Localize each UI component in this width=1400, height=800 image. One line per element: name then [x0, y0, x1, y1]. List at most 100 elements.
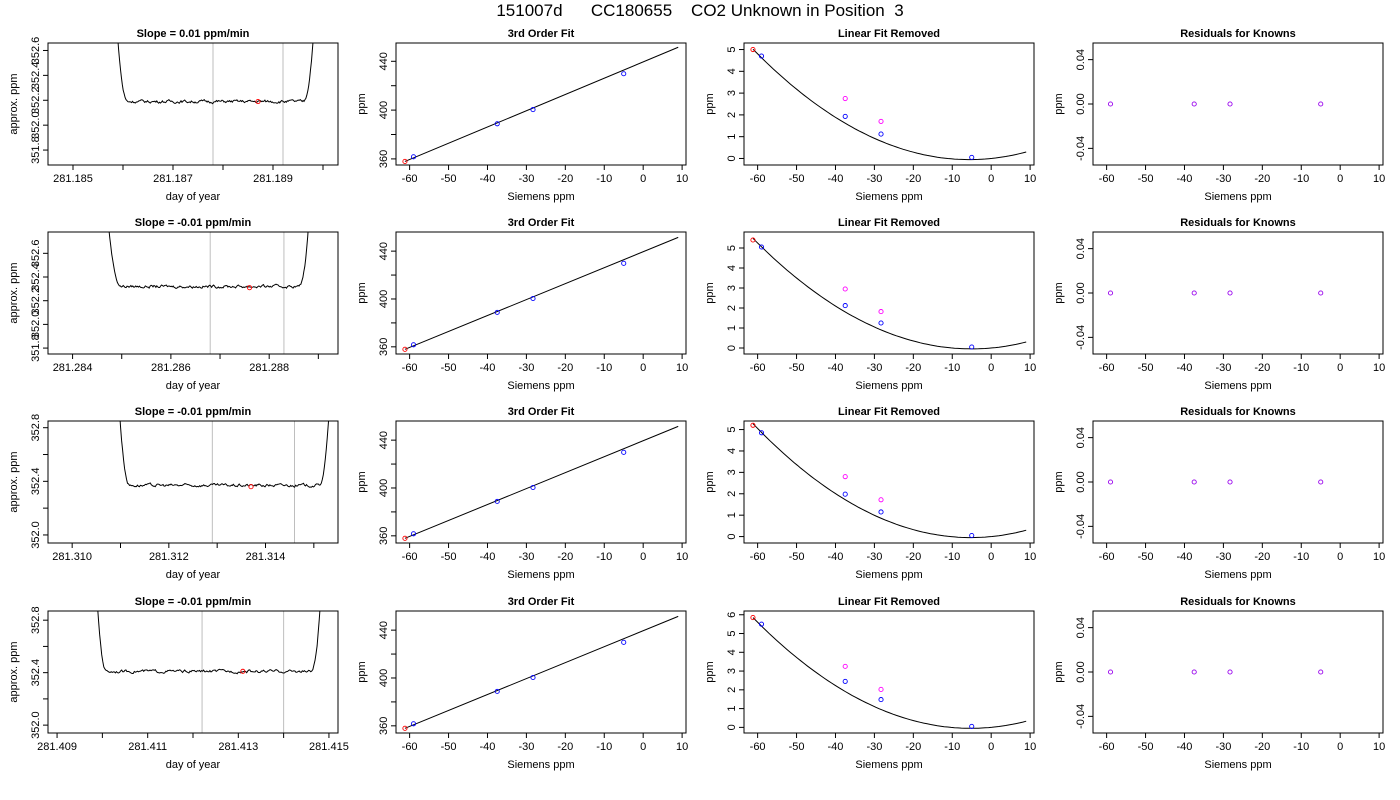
x-tick-label: -50 — [441, 551, 457, 563]
y-tick-label: -0.04 — [1075, 325, 1087, 350]
known-point — [530, 107, 536, 113]
x-tick-label: 10 — [1024, 173, 1036, 185]
known-point — [621, 639, 627, 645]
panel-title: Linear Fit Removed — [838, 596, 940, 608]
known-point — [621, 71, 627, 77]
y-tick-label: 4 — [726, 265, 738, 271]
plot-frame — [395, 231, 687, 355]
y-axis-label: approx. ppm — [8, 641, 20, 702]
residual-point — [1107, 101, 1114, 107]
y-tick-label: 2 — [726, 305, 738, 311]
panel-title: Slope = -0.01 ppm/min — [135, 596, 252, 608]
y-tick-label: 352.0 — [30, 111, 42, 139]
x-axis-label: Siemens ppm — [855, 380, 922, 392]
x-tick-label: 10 — [1373, 551, 1385, 563]
x-tick-label: -30 — [866, 551, 882, 563]
series-line — [119, 421, 330, 488]
y-tick-label: -0.04 — [1075, 136, 1087, 161]
y-tick-label: -0.04 — [1075, 514, 1087, 539]
reference-point — [402, 725, 408, 731]
known-point — [758, 244, 765, 250]
x-tick-label: 10 — [676, 551, 688, 563]
panel-title: Slope = -0.01 ppm/min — [135, 406, 252, 418]
fit-curve — [752, 617, 1027, 729]
x-tick-label: -60 — [402, 741, 418, 753]
x-tick-label: 281.185 — [53, 173, 93, 185]
x-axis-label: Siemens ppm — [1204, 569, 1271, 581]
plot-area — [1107, 290, 1324, 296]
known-point — [969, 723, 975, 729]
y-tick-label: 0.04 — [1075, 49, 1087, 70]
y-tick-label: 0.04 — [1075, 427, 1087, 448]
unknown-point — [842, 474, 848, 480]
known-point — [878, 697, 884, 703]
x-tick-label: -50 — [1138, 741, 1154, 753]
panel-3-timeseries: Slope = -0.01 ppm/min 281.310 281.312 281.3… — [8, 406, 339, 581]
x-tick-label: -60 — [402, 173, 418, 185]
y-tick-label: 2 — [726, 687, 738, 693]
x-tick-label: 281.187 — [153, 173, 193, 185]
x-tick-label: -20 — [557, 741, 573, 753]
y-tick-label: 3 — [726, 285, 738, 291]
known-point — [530, 295, 536, 302]
y-axis-label: approx. ppm — [8, 451, 20, 512]
x-tick-label: -50 — [789, 551, 805, 563]
x-axis-label: Siemens ppm — [1204, 191, 1271, 203]
x-tick-label: -60 — [402, 362, 418, 374]
plot-frame — [743, 610, 1035, 734]
known-point — [410, 342, 417, 348]
x-tick-label: 281.310 — [52, 551, 92, 563]
y-tick-label: 6 — [726, 612, 738, 618]
panel-4-linear_removed: Linear Fit Removed-60 -50 -40 -30 -20 -10 0 10S… — [704, 596, 1036, 771]
y-tick-label: 0.00 — [1075, 93, 1087, 114]
x-axis-label: Siemens ppm — [855, 569, 922, 581]
known-point — [530, 674, 536, 681]
x-tick-label: -60 — [1099, 173, 1115, 185]
y-tick-label: 4 — [726, 649, 738, 655]
known-point — [969, 344, 975, 350]
x-tick-label: -10 — [944, 741, 960, 753]
x-tick-label: 10 — [1024, 741, 1036, 753]
x-tick-label: -60 — [402, 551, 418, 563]
x-tick-label: 281.286 — [151, 362, 191, 374]
known-point — [410, 154, 417, 160]
residual-point — [1318, 290, 1324, 296]
x-tick-label: -20 — [557, 362, 573, 374]
plot-area — [750, 615, 1027, 729]
known-point — [878, 509, 884, 515]
x-tick-label: -50 — [441, 741, 457, 753]
x-axis-label: Siemens ppm — [507, 759, 574, 771]
x-tick-label: -20 — [905, 362, 921, 374]
x-tick-label: 0 — [988, 173, 994, 185]
y-tick-label: 400 — [378, 479, 390, 497]
x-tick-label: 0 — [988, 741, 994, 753]
x-axis-label: Siemens ppm — [1204, 759, 1271, 771]
y-tick-label: 0.00 — [1075, 471, 1087, 492]
x-tick-label: -50 — [789, 362, 805, 374]
x-tick-label: -30 — [1215, 362, 1231, 374]
x-tick-label: -40 — [480, 362, 496, 374]
panel-title: Residuals for Knowns — [1180, 596, 1296, 608]
known-point — [410, 721, 417, 727]
residual-point — [1227, 669, 1233, 675]
average-marker — [255, 98, 261, 105]
y-tick-label: 0.04 — [1075, 617, 1087, 638]
known-point — [494, 498, 500, 504]
unknown-point — [878, 309, 884, 315]
y-tick-label: 3 — [726, 90, 738, 96]
plot-area — [402, 46, 679, 165]
y-axis-label: ppm — [704, 93, 716, 114]
y-tick-label: 360 — [378, 338, 390, 356]
x-tick-label: 10 — [676, 362, 688, 374]
panel-title: 3rd Order Fit — [508, 596, 575, 608]
residual-point — [1318, 479, 1324, 485]
y-tick-label: 4 — [726, 448, 738, 454]
reference-point — [402, 535, 408, 541]
x-tick-label: -30 — [1215, 551, 1231, 563]
y-tick-label: 0 — [726, 155, 738, 161]
x-tick-label: 281.409 — [37, 741, 77, 753]
panel-1-residuals: Residuals for Knowns -60 -50 -40 -30 -20 -10 0 1… — [1053, 28, 1385, 203]
y-tick-label: 440 — [378, 242, 390, 260]
y-tick-label: 5 — [726, 245, 738, 251]
x-tick-label: 0 — [640, 173, 646, 185]
